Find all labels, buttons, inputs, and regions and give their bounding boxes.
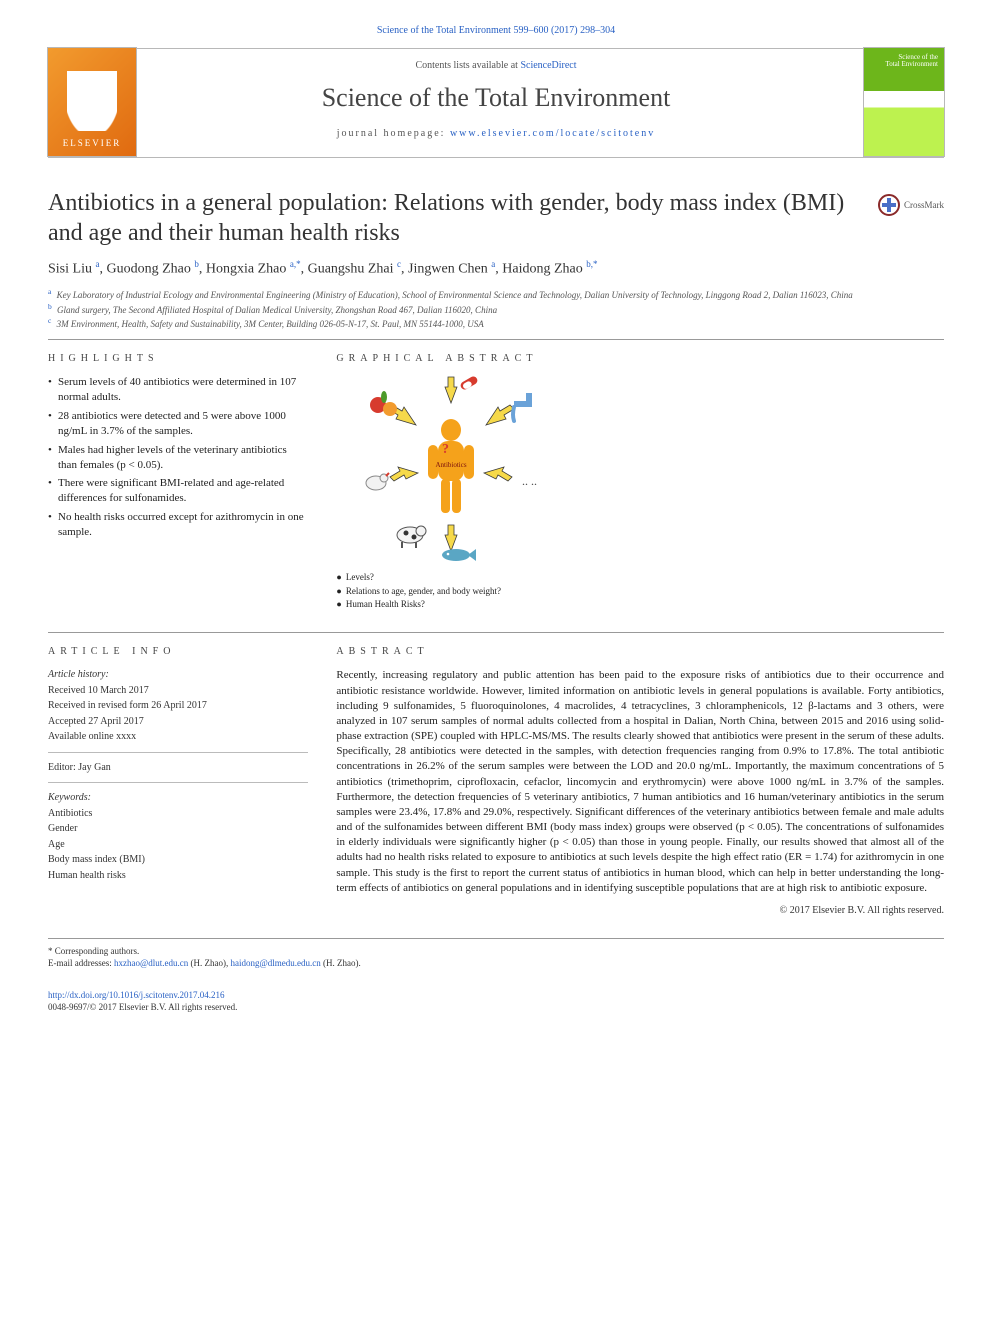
divider	[48, 938, 944, 939]
email-link[interactable]: haidong@dlmedu.edu.cn	[231, 958, 321, 968]
article-history: Article history: Received 10 March 2017R…	[48, 668, 308, 744]
history-line: Available online xxxx	[48, 730, 308, 744]
ga-caption-line: ●Levels?	[336, 571, 944, 585]
elsevier-tree-icon	[67, 71, 117, 131]
highlight-item: There were significant BMI-related and a…	[48, 476, 308, 506]
divider	[48, 339, 944, 340]
contents-lists-line: Contents lists available at ScienceDirec…	[49, 59, 943, 73]
affiliation-line: a Key Laboratory of Industrial Ecology a…	[48, 287, 944, 302]
abstract-heading: ABSTRACT	[336, 645, 944, 659]
history-line: Received 10 March 2017	[48, 684, 308, 698]
chicken-icon	[366, 473, 389, 490]
graphical-abstract-heading: GRAPHICAL ABSTRACT	[336, 352, 944, 366]
email-who: (H. Zhao),	[188, 958, 230, 968]
crossmark-label: CrossMark	[904, 199, 944, 211]
email-link[interactable]: hxzhao@dlut.edu.cn	[114, 958, 188, 968]
highlight-item: Males had higher levels of the veterinar…	[48, 443, 308, 473]
article-title: Antibiotics in a general population: Rel…	[48, 188, 862, 248]
corresponding-authors: * Corresponding authors. E-mail addresse…	[48, 945, 944, 969]
divider	[48, 632, 944, 633]
keywords-hdr: Keywords:	[48, 791, 308, 805]
fish-icon	[442, 549, 476, 561]
arrow-up-icon	[445, 525, 457, 551]
arrow-diag-icon	[484, 467, 512, 481]
affiliation-line: c 3M Environment, Health, Safety and Sus…	[48, 316, 944, 331]
elsevier-label: ELSEVIER	[63, 137, 122, 149]
arrow-diag-icon	[486, 405, 514, 425]
elsevier-logo: ELSEVIER	[47, 47, 137, 157]
divider	[48, 752, 308, 753]
keyword-line: Body mass index (BMI)	[48, 853, 308, 867]
article-info-heading: ARTICLE INFO	[48, 645, 308, 659]
antibiotics-label: Antibiotics	[436, 461, 467, 469]
article-history-hdr: Article history:	[48, 668, 308, 682]
cow-icon	[397, 526, 426, 548]
doi-link[interactable]: http://dx.doi.org/10.1016/j.scitotenv.20…	[48, 990, 225, 1000]
history-line: Received in revised form 26 April 2017	[48, 699, 308, 713]
pill-icon	[460, 375, 480, 391]
ellipsis-icon: .. ..	[522, 474, 537, 488]
sciencedirect-link[interactable]: ScienceDirect	[520, 60, 576, 71]
highlight-item: Serum levels of 40 antibiotics were dete…	[48, 375, 308, 405]
graphical-abstract-figure: Antibiotics	[336, 375, 566, 565]
authors-list: Sisi Liu a, Guodong Zhao b, Hongxia Zhao…	[48, 258, 944, 280]
editor-line: Editor: Jay Gan	[48, 761, 308, 775]
keyword-line: Human health risks	[48, 869, 308, 883]
highlights-heading: HIGHLIGHTS	[48, 352, 308, 366]
cover-text: Science of the Total Environment	[885, 54, 938, 69]
history-line: Accepted 27 April 2017	[48, 715, 308, 729]
highlights-list: Serum levels of 40 antibiotics were dete…	[48, 375, 308, 539]
affiliations-block: a Key Laboratory of Industrial Ecology a…	[48, 287, 944, 331]
keyword-line: Gender	[48, 822, 308, 836]
email-label: E-mail addresses:	[48, 958, 114, 968]
divider	[48, 782, 308, 783]
journal-header-box: ELSEVIER Science of the Total Environmen…	[48, 48, 944, 158]
tap-icon	[513, 393, 532, 421]
fruit-icon	[370, 391, 397, 416]
affiliation-line: b Gland surgery, The Second Affiliated H…	[48, 302, 944, 317]
arrow-diag-icon	[390, 467, 418, 481]
crossmark-badge[interactable]: CrossMark	[878, 194, 944, 216]
issn-line: 0048-9697/© 2017 Elsevier B.V. All right…	[48, 1002, 237, 1012]
ga-caption-line: ●Human Health Risks?	[336, 598, 944, 612]
journal-homepage-link[interactable]: www.elsevier.com/locate/scitotenv	[450, 128, 655, 139]
keywords-block: Keywords: AntibioticsGender AgeBody mass …	[48, 791, 308, 882]
keyword-line: Antibiotics	[48, 807, 308, 821]
highlight-item: No health risks occurred except for azit…	[48, 510, 308, 540]
abstract-copyright: © 2017 Elsevier B.V. All rights reserved…	[336, 904, 944, 918]
journal-reference[interactable]: Science of the Total Environment 599–600…	[48, 24, 944, 38]
journal-homepage-line: journal homepage: www.elsevier.com/locat…	[49, 127, 943, 141]
graphical-abstract-caption: ●Levels?●Relations to age, gender, and b…	[336, 571, 944, 612]
highlight-item: 28 antibiotics were detected and 5 were …	[48, 409, 308, 439]
crossmark-icon	[878, 194, 900, 216]
abstract-text: Recently, increasing regulatory and publ…	[336, 668, 944, 896]
keyword-line: Age	[48, 838, 308, 852]
ga-caption-line: ●Relations to age, gender, and body weig…	[336, 585, 944, 599]
journal-title: Science of the Total Environment	[49, 80, 943, 115]
arrow-down-icon	[445, 377, 457, 403]
doi-block: http://dx.doi.org/10.1016/j.scitotenv.20…	[48, 989, 944, 1013]
silhouette-icon: Antibiotics	[428, 419, 474, 513]
email-who: (H. Zhao).	[321, 958, 361, 968]
corresponding-star: * Corresponding authors.	[48, 945, 944, 957]
journal-cover-thumb: Science of the Total Environment	[863, 47, 945, 157]
question-icon: ?	[442, 442, 449, 457]
